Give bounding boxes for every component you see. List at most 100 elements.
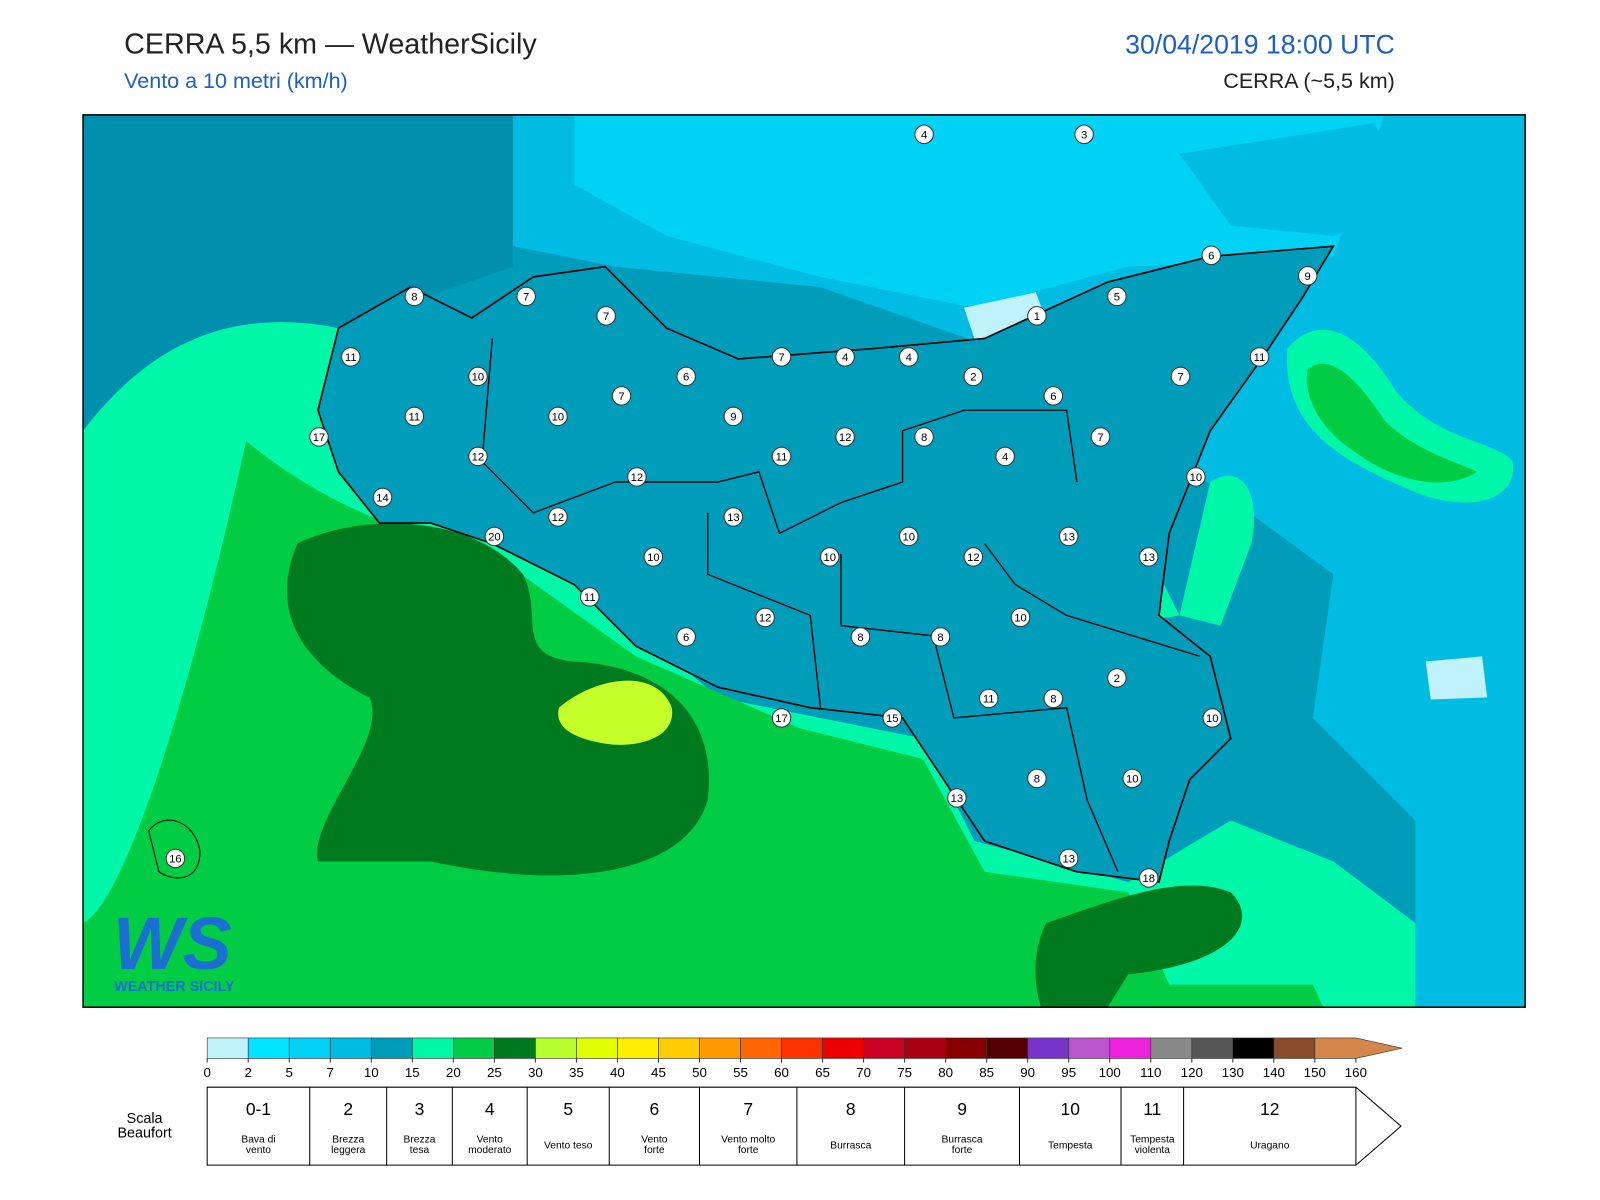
station-value: 10 <box>902 532 915 544</box>
station-value: 6 <box>1208 250 1214 262</box>
station-marker <box>1027 306 1047 326</box>
beaufort-force: 2 <box>343 1099 353 1119</box>
colorbar-tick-label: 110 <box>1140 1065 1161 1080</box>
colorbar-tick-label: 85 <box>979 1065 994 1080</box>
station-value: 11 <box>776 452 788 464</box>
beaufort-force: 8 <box>846 1099 856 1119</box>
station-value: 9 <box>730 412 736 424</box>
station-marker <box>995 446 1015 467</box>
station-value: 9 <box>1305 271 1311 283</box>
station-marker <box>1010 607 1031 628</box>
colorbar-swatch <box>617 1037 659 1059</box>
station-value: 7 <box>523 292 529 304</box>
station-value: 13 <box>1062 532 1075 544</box>
title: CERRA 5,5 km — WeatherSicily <box>124 28 537 60</box>
beaufort-force: 5 <box>563 1099 573 1119</box>
colorbar-swatch <box>329 1037 372 1059</box>
station-marker <box>963 547 984 567</box>
logo-text: WEATHER SICILY <box>114 979 235 995</box>
station-value: 14 <box>376 493 389 505</box>
station-value: 4 <box>921 129 927 141</box>
station-marker <box>1027 768 1047 789</box>
beaufort-force: 12 <box>1260 1099 1279 1119</box>
station-marker <box>835 347 855 367</box>
station-marker <box>882 708 903 728</box>
station-marker <box>1201 245 1222 266</box>
colorbar-swatch <box>247 1037 290 1059</box>
colorbar-swatch <box>822 1037 864 1059</box>
map-frame <box>82 114 1526 1008</box>
station-value: 8 <box>937 632 943 644</box>
station-marker <box>341 347 361 367</box>
station-marker <box>1122 768 1143 789</box>
beaufort-label: tesa <box>410 1145 430 1156</box>
station-marker <box>1138 868 1159 888</box>
beaufort-force: 11 <box>1143 1099 1161 1119</box>
station-value: 10 <box>552 412 565 424</box>
beaufort-title: Scala <box>127 1111 163 1127</box>
colorbar-tick-label: 55 <box>733 1065 748 1080</box>
station-marker <box>771 347 792 367</box>
colorbar-swatch <box>945 1037 987 1059</box>
station-marker <box>404 406 425 427</box>
colorbar-swatch <box>658 1037 700 1059</box>
colorbar-swatch <box>1109 1037 1152 1059</box>
colorbar-swatch <box>370 1037 413 1059</box>
station-value: 13 <box>1142 552 1155 564</box>
station-marker <box>1186 467 1206 487</box>
station-value: 11 <box>409 412 421 424</box>
station-marker <box>771 446 792 467</box>
station-value: 4 <box>842 352 848 364</box>
colorbar-tick-label: 7 <box>327 1065 334 1080</box>
station-value: 12 <box>552 512 565 524</box>
station-marker <box>676 627 696 647</box>
colorbar-swatch <box>1191 1037 1234 1059</box>
station-value: 7 <box>1097 432 1103 444</box>
beaufort-force: 6 <box>650 1099 660 1119</box>
station-value: 7 <box>603 311 609 323</box>
station-value: 18 <box>1142 873 1155 885</box>
colorbar-tick-label: 100 <box>1099 1065 1121 1080</box>
station-marker <box>468 446 488 467</box>
station-value: 8 <box>921 432 927 444</box>
station-marker <box>484 526 505 547</box>
station-value: 3 <box>1081 129 1087 141</box>
station-value: 4 <box>1002 452 1008 464</box>
station-value: 1 <box>1034 311 1040 323</box>
colorbar-tick-label: 75 <box>897 1065 912 1080</box>
station-value: 8 <box>411 292 417 304</box>
colorbar-swatch <box>1027 1037 1070 1059</box>
station-marker <box>723 406 744 427</box>
station-value: 8 <box>857 632 863 644</box>
station-marker <box>611 386 632 406</box>
station-marker <box>898 526 919 547</box>
colorbar-tick-label: 60 <box>774 1065 789 1080</box>
colorbar-tick-label: 20 <box>446 1065 461 1080</box>
colorbar-arrow <box>1314 1037 1403 1059</box>
beaufort-label: forte <box>952 1145 973 1156</box>
colorbar-tick-label: 130 <box>1222 1065 1244 1080</box>
logo-mark: WS <box>113 902 232 985</box>
beaufort-label: Brezza <box>404 1135 436 1146</box>
station-marker <box>978 688 999 709</box>
station-value: 12 <box>839 432 852 444</box>
station-value: 10 <box>647 552 660 564</box>
station-marker <box>771 708 792 728</box>
beaufort-force: 10 <box>1061 1099 1081 1119</box>
station-value: 10 <box>1190 472 1203 484</box>
colorbar-tick-label: 140 <box>1263 1065 1285 1080</box>
colorbar-tick-label: 90 <box>1020 1065 1035 1080</box>
beaufort-label: leggera <box>331 1145 365 1156</box>
beaufort-label: Bava di <box>241 1135 275 1146</box>
colorbar-tick-label: 80 <box>938 1065 953 1080</box>
station-marker <box>914 427 934 447</box>
colorbar-tick-label: 150 <box>1304 1065 1326 1080</box>
station-marker <box>723 507 744 527</box>
colorbar-swatch <box>453 1037 495 1059</box>
station-value: 10 <box>1126 774 1139 786</box>
beaufort-label: Vento molto <box>721 1135 775 1146</box>
station-marker <box>1249 347 1270 367</box>
datetime: 30/04/2019 18:00 UTC <box>1125 29 1395 59</box>
colorbar-swatch <box>576 1037 618 1059</box>
